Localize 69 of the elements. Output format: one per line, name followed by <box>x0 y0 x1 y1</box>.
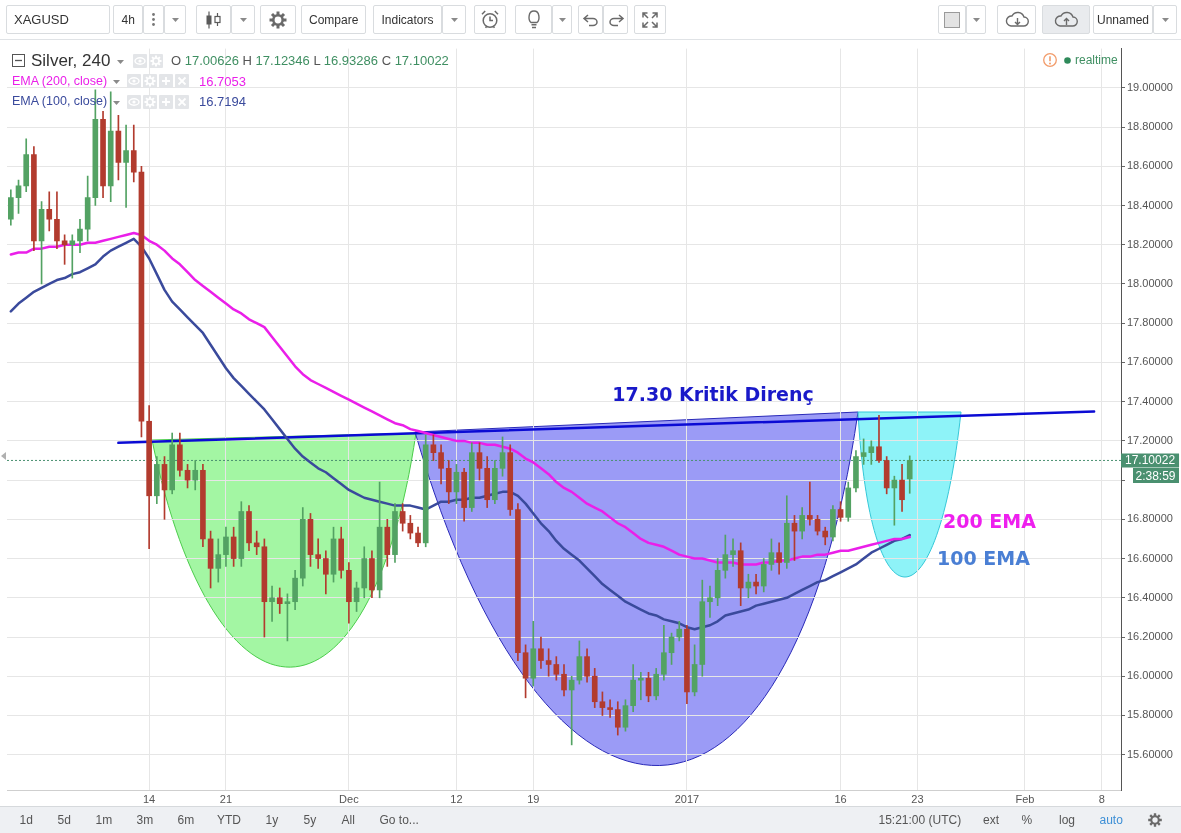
candlestick <box>269 585 275 622</box>
y-tick-label: 18.80000 <box>1127 120 1173 133</box>
ref-line-label: 17.10022 <box>1125 453 1176 468</box>
y-tick-label: 16.20000 <box>1127 630 1173 643</box>
x-tick-label: 23 <box>911 792 924 805</box>
text: % <box>1021 812 1033 827</box>
y-tick-label: 15.80000 <box>1127 708 1173 721</box>
text: EMA (200, close) <box>12 73 108 88</box>
annotation: 17.30 Kritik Direnç <box>612 382 814 405</box>
text: auto <box>1099 812 1123 827</box>
candlestick <box>568 675 575 746</box>
x-tick-label: Feb <box>1015 792 1035 805</box>
text: 5y <box>303 812 317 827</box>
candlestick <box>607 699 613 718</box>
y-tick-label: 17.20000 <box>1127 433 1173 446</box>
candlestick <box>807 481 813 526</box>
candlestick <box>707 585 713 618</box>
annotation: realtime <box>1075 53 1118 67</box>
text: 4h <box>121 12 135 27</box>
y-tick-label: 19.00000 <box>1127 80 1173 93</box>
y-tick-label: 16.80000 <box>1127 512 1173 525</box>
text: YTD <box>217 812 241 827</box>
annotation: O 17.00626 H 17.12346 L 16.93286 C 17.10022 <box>171 53 449 68</box>
text: log <box>1059 812 1076 827</box>
y-tick-label: 17.80000 <box>1127 316 1173 329</box>
candlestick <box>730 538 736 567</box>
x-tick-label: 8 <box>1098 792 1105 805</box>
text: 1y <box>265 812 279 827</box>
text: 1m <box>95 812 113 827</box>
text: XAGUSD <box>14 12 69 27</box>
candlestick <box>753 573 759 595</box>
x-tick-label: 16 <box>834 792 847 805</box>
y-tick-label: 16.00000 <box>1127 669 1173 682</box>
candlestick <box>253 530 260 555</box>
annotation: 16.7194 <box>199 94 246 109</box>
x-tick-label: 21 <box>219 792 233 805</box>
x-tick-label: 2017 <box>674 792 700 805</box>
text: 6m <box>177 812 195 827</box>
text: 5d <box>57 812 71 827</box>
y-tick-label: 18.00000 <box>1127 277 1173 289</box>
text: Go to... <box>379 812 419 827</box>
text: 3m <box>136 812 154 827</box>
x-tick-label: 14 <box>143 792 156 805</box>
candlestick <box>69 234 76 279</box>
y-tick-label: 16.40000 <box>1127 590 1173 603</box>
y-tick-label: 17.40000 <box>1127 394 1173 407</box>
y-tick-label: 15.60000 <box>1127 747 1173 760</box>
text: 15:21:00 (UTC) <box>878 812 962 827</box>
text: 2:38:59 <box>1132 468 1179 483</box>
text: Compare <box>309 12 359 27</box>
text: ext <box>983 812 1000 827</box>
annotation: 100 EMA <box>937 546 1031 569</box>
y-tick-label: 16.60000 <box>1127 551 1173 564</box>
annotation: 16.7053 <box>199 73 246 89</box>
y-tick-label: 18.40000 <box>1127 198 1173 211</box>
text: Indicators <box>381 12 434 27</box>
x-tick-label: Dec <box>339 792 360 805</box>
y-tick-label: 17.60000 <box>1127 355 1173 368</box>
text: 1d <box>19 812 33 827</box>
x-tick-label: 12 <box>450 792 463 805</box>
y-tick-label: 18.60000 <box>1127 159 1173 172</box>
annotation: 200 EMA <box>943 509 1037 532</box>
candlestick <box>123 124 129 208</box>
chart-title: Silver, 240 <box>31 51 111 70</box>
y-tick-label: 18.20000 <box>1127 237 1173 250</box>
text: All <box>341 812 355 827</box>
x-tick-label: 19 <box>527 792 540 805</box>
candlestick <box>315 538 321 569</box>
text: Unnamed <box>1097 12 1150 27</box>
